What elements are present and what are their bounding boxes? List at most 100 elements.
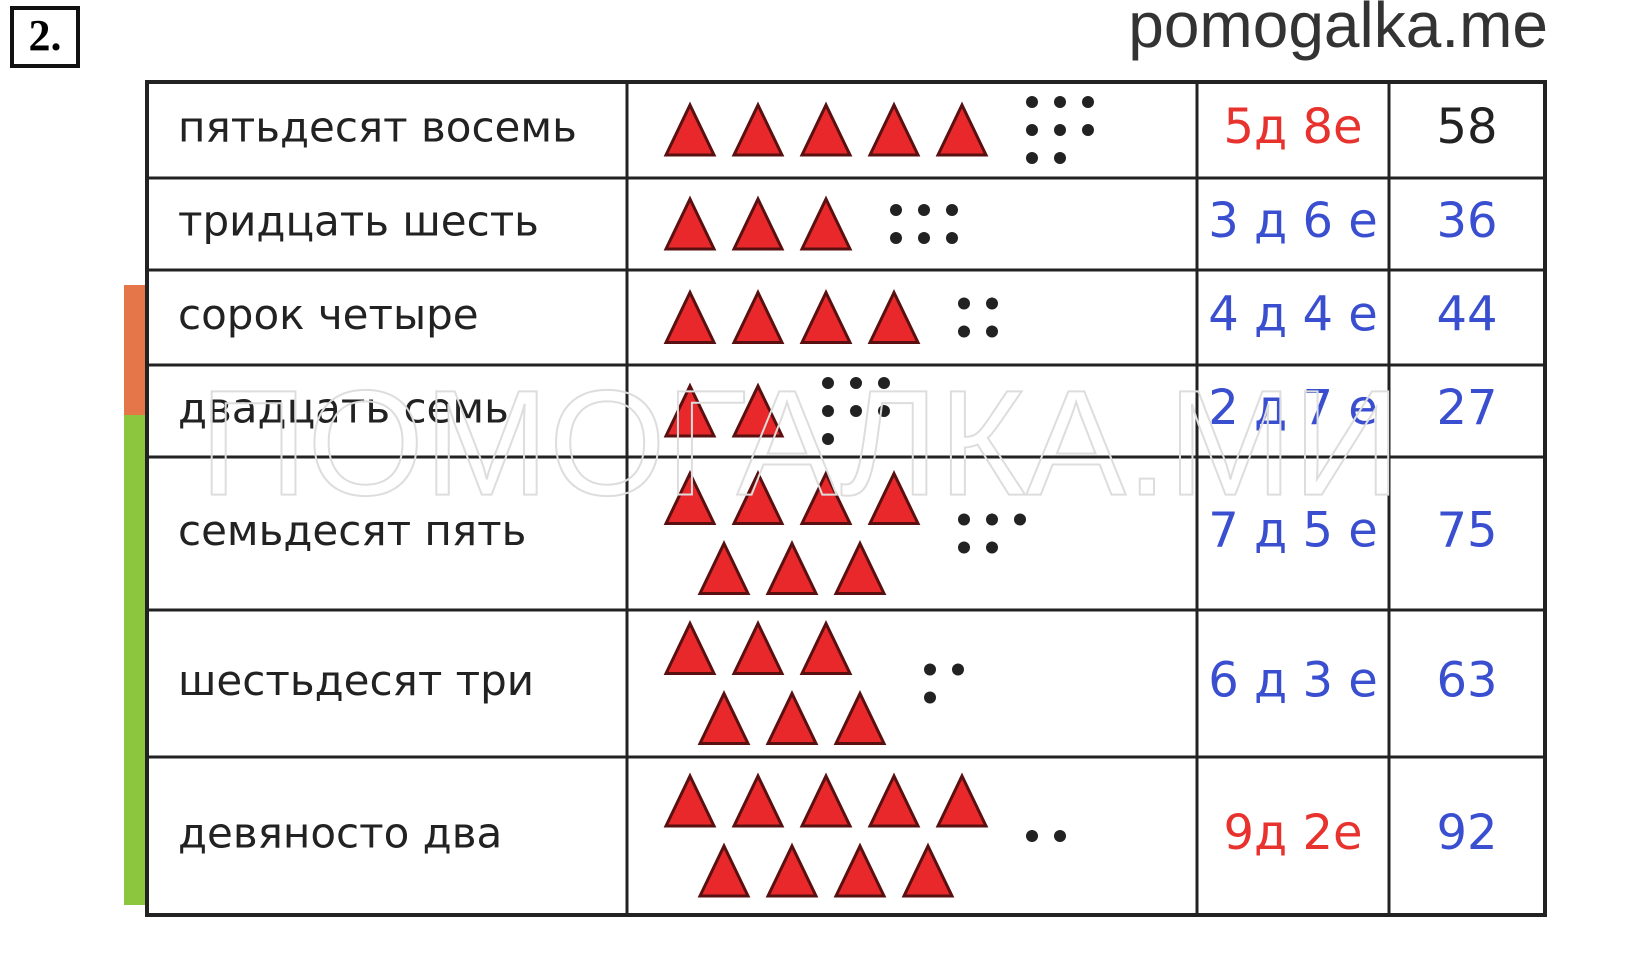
place-value: 7 д 5 е (1208, 503, 1378, 559)
ten-triangle (731, 101, 785, 157)
ten-triangle (731, 195, 785, 251)
unit-dot (822, 433, 834, 445)
unit-dot (986, 513, 998, 526)
unit-dot (918, 232, 930, 244)
unit-dot (1026, 124, 1038, 136)
site-name: pomogalka.me (1128, 0, 1548, 61)
ten-triangle (867, 470, 921, 525)
unit-dot (878, 405, 890, 417)
ten-triangle (867, 772, 921, 828)
unit-dot (1054, 124, 1066, 136)
unit-dot (918, 204, 930, 216)
number: 36 (1436, 193, 1497, 249)
ten-triangle (799, 289, 853, 344)
ten-triangle (731, 289, 785, 344)
task-number-box (10, 6, 80, 68)
ten-triangle (833, 540, 887, 595)
place-value: 5д 8е (1223, 99, 1362, 155)
unit-dot (986, 297, 998, 310)
unit-dot (1026, 152, 1038, 164)
number: 58 (1436, 99, 1497, 155)
unit-dot (850, 405, 862, 417)
ten-triangle (731, 382, 785, 438)
number: 27 (1436, 380, 1497, 436)
unit-dot (890, 232, 902, 244)
ten-triangle (901, 842, 955, 898)
unit-dot (952, 663, 964, 676)
ten-triangle (731, 772, 785, 828)
ten-triangle (935, 101, 989, 157)
ten-triangle (799, 101, 853, 157)
ten-triangle (663, 620, 717, 675)
number-words: двадцать семь (178, 384, 509, 433)
number: 92 (1436, 805, 1497, 861)
unit-dot (1054, 830, 1066, 842)
unit-dot (1054, 96, 1066, 108)
unit-dot (986, 541, 998, 554)
number: 63 (1436, 653, 1497, 709)
ten-triangle (663, 195, 717, 251)
ten-triangle (867, 101, 921, 157)
number-words: пятьдесят восемь (178, 103, 577, 152)
ten-triangle (799, 470, 853, 525)
unit-dot (850, 377, 862, 389)
unit-dot (946, 204, 958, 216)
place-value: 2 д 7 е (1208, 380, 1378, 436)
ten-triangle (765, 690, 819, 745)
unit-dot (878, 377, 890, 389)
number-words: тридцать шесть (178, 197, 539, 246)
number: 75 (1436, 503, 1497, 559)
ten-triangle (799, 772, 853, 828)
unit-dot (1054, 152, 1066, 164)
ten-triangle (663, 101, 717, 157)
unit-dot (924, 663, 936, 676)
table-border (145, 80, 1547, 917)
place-value: 9д 2е (1223, 805, 1362, 861)
ten-triangle (867, 289, 921, 344)
unit-dot (890, 204, 902, 216)
ten-triangle (765, 842, 819, 898)
unit-dot (822, 377, 834, 389)
task-number: 2. (29, 11, 62, 60)
unit-dot (958, 297, 970, 310)
number-words: сорок четыре (178, 290, 479, 339)
ten-triangle (833, 690, 887, 745)
ten-triangle (663, 772, 717, 828)
number: 44 (1436, 287, 1497, 343)
number-words: девяносто два (178, 809, 502, 858)
ten-triangle (731, 620, 785, 675)
unit-dot (1026, 830, 1038, 842)
ten-triangle (799, 620, 853, 675)
unit-dot (958, 541, 970, 554)
ten-triangle (935, 772, 989, 828)
unit-dot (1026, 96, 1038, 108)
side-illustration-top (124, 285, 148, 415)
place-value: 6 д 3 е (1208, 653, 1378, 709)
table-body: пятьдесят восемь 5д 8е 58 тридцать шесть 3 д… (147, 82, 1545, 915)
unit-dot (822, 405, 834, 417)
unit-dot (924, 691, 936, 704)
ten-triangle (663, 470, 717, 525)
ten-triangle (697, 690, 751, 745)
unit-dot (958, 513, 970, 526)
unit-dot (1014, 513, 1026, 526)
ten-triangle (697, 540, 751, 595)
place-value: 4 д 4 е (1208, 287, 1378, 343)
number-words: шестьдесят три (178, 656, 534, 705)
ten-triangle (663, 289, 717, 344)
place-value: 3 д 6 е (1208, 193, 1378, 249)
ten-triangle (765, 540, 819, 595)
unit-dot (1082, 96, 1094, 108)
unit-dot (986, 325, 998, 338)
unit-dot (1082, 124, 1094, 136)
ten-triangle (799, 195, 853, 251)
ten-triangle (833, 842, 887, 898)
ten-triangle (697, 842, 751, 898)
unit-dot (946, 232, 958, 244)
ten-triangle (663, 382, 717, 438)
unit-dot (958, 325, 970, 338)
ten-triangle (731, 470, 785, 525)
number-words: семьдесят пять (178, 506, 526, 555)
